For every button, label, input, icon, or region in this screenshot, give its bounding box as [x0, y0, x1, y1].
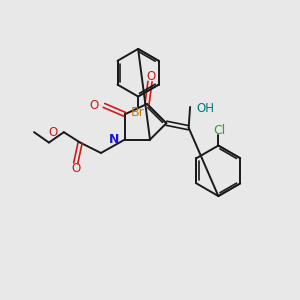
Text: OH: OH	[197, 102, 215, 115]
Text: N: N	[109, 133, 119, 146]
Text: Cl: Cl	[214, 124, 226, 136]
Text: O: O	[71, 162, 80, 175]
Text: O: O	[147, 70, 156, 83]
Text: Br: Br	[131, 106, 145, 119]
Text: O: O	[89, 99, 99, 112]
Text: O: O	[49, 126, 58, 139]
